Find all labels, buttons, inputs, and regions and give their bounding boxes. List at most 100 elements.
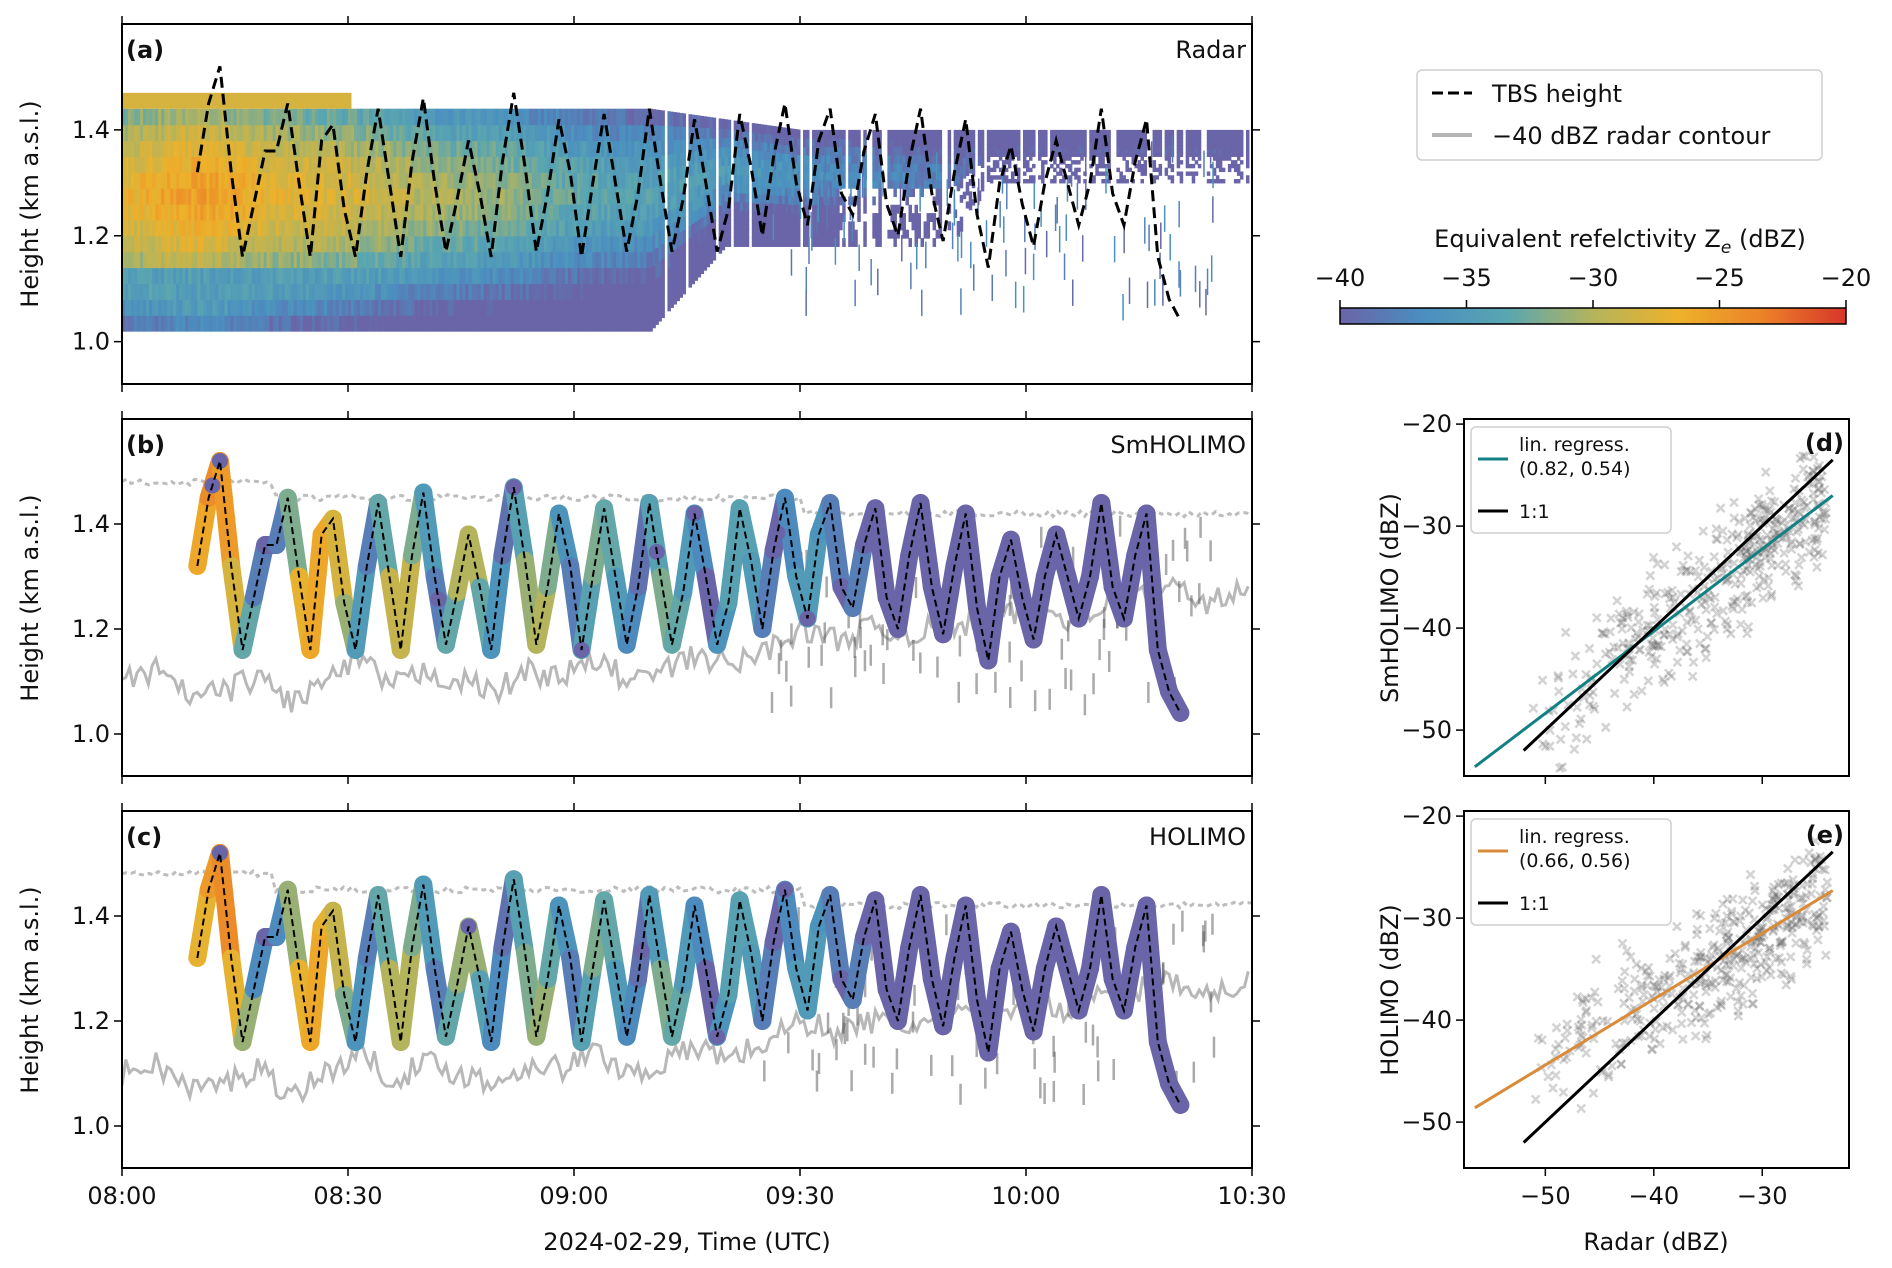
reflectivity-cell bbox=[812, 154, 816, 164]
reflectivity-cell bbox=[528, 235, 533, 253]
reflectivity-cell bbox=[185, 235, 189, 253]
contour-speckle bbox=[863, 976, 867, 998]
reflectivity-cell bbox=[122, 140, 126, 157]
reflectivity-cell bbox=[176, 204, 180, 221]
reflectivity-cell bbox=[878, 163, 882, 173]
reflectivity-cell bbox=[465, 299, 470, 316]
reflectivity-cell bbox=[745, 157, 750, 168]
reflectivity-cell bbox=[1013, 133, 1018, 139]
reflectivity-cell bbox=[589, 156, 593, 173]
reflectivity-cell bbox=[140, 124, 144, 142]
reflectivity-cell bbox=[366, 315, 370, 332]
reflectivity-cell bbox=[1140, 179, 1145, 184]
reflectivity-cell bbox=[980, 148, 985, 154]
reflectivity-cell bbox=[302, 140, 307, 157]
reflectivity-cell bbox=[158, 315, 162, 332]
reflectivity-cell bbox=[405, 204, 409, 221]
reflectivity-cell bbox=[793, 196, 798, 206]
reflectivity-cell bbox=[239, 156, 244, 173]
reflectivity-cell bbox=[1209, 145, 1214, 150]
reflectivity-cell bbox=[221, 283, 225, 300]
reflectivity-cell bbox=[1007, 179, 1012, 184]
reflectivity-cell bbox=[293, 267, 298, 285]
reflectivity-cell bbox=[1032, 133, 1036, 139]
reflectivity-cell bbox=[929, 163, 934, 173]
reflectivity-cell bbox=[803, 188, 807, 198]
reflectivity-cell bbox=[366, 188, 370, 205]
reflectivity-cell bbox=[604, 140, 608, 157]
contour-speckle bbox=[1012, 984, 1015, 1006]
contour-speckle bbox=[919, 652, 922, 674]
reflectivity-cell bbox=[1176, 160, 1181, 165]
reflectivity-cell bbox=[830, 138, 834, 148]
reflectivity-cell bbox=[1013, 152, 1018, 157]
reflectivity-cell bbox=[586, 315, 590, 332]
reflectivity-cell bbox=[781, 178, 786, 188]
reflectivity-cell bbox=[546, 219, 551, 237]
reflectivity-cell bbox=[1233, 129, 1238, 135]
reflectivity-cell bbox=[613, 251, 617, 269]
reflectivity-cell bbox=[426, 188, 430, 205]
contour-speckle bbox=[829, 687, 833, 709]
reflectivity-cell bbox=[929, 138, 934, 148]
reflectivity-cell bbox=[209, 315, 213, 332]
reflectivity-cell bbox=[1194, 129, 1199, 135]
reflectivity-cell bbox=[1152, 175, 1157, 180]
reflectivity-cell bbox=[896, 179, 900, 189]
reflectivity-cell bbox=[387, 172, 391, 189]
reflectivity-cell bbox=[574, 235, 578, 253]
reflectivity-cell bbox=[745, 122, 750, 132]
reflectivity-cell bbox=[275, 299, 280, 316]
reflectivity-cell bbox=[254, 172, 259, 189]
reflectivity-cell bbox=[257, 251, 262, 269]
reflectivity-cell bbox=[474, 140, 479, 157]
reflectivity-cell bbox=[176, 188, 180, 205]
reflectivity-cell bbox=[203, 156, 207, 173]
reflectivity-cell bbox=[965, 168, 970, 177]
reflectivity-cell bbox=[631, 124, 635, 142]
reflectivity-cell bbox=[218, 92, 222, 109]
reflectivity-cell bbox=[1134, 145, 1138, 150]
reflectivity-cell bbox=[555, 251, 560, 269]
reflectivity-cell bbox=[426, 204, 430, 221]
reflectivity-cell bbox=[1167, 141, 1172, 146]
reflectivity-cell bbox=[1215, 145, 1220, 150]
reflectivity-cell bbox=[338, 204, 343, 221]
reflectivity-cell bbox=[531, 283, 536, 300]
reflectivity-cell bbox=[649, 204, 653, 221]
reflectivity-cell bbox=[269, 188, 274, 205]
reflectivity-cell bbox=[302, 299, 307, 316]
reflectivity-speckle bbox=[1022, 286, 1025, 313]
reflectivity-cell bbox=[248, 283, 253, 300]
reflectivity-cell bbox=[610, 267, 614, 285]
reflectivity-cell bbox=[640, 299, 644, 316]
reflectivity-cell bbox=[1068, 141, 1072, 146]
reflectivity-cell bbox=[703, 226, 708, 238]
reflectivity-cell bbox=[528, 108, 533, 126]
reflectivity-cell bbox=[1167, 175, 1172, 180]
reflectivity-cell bbox=[194, 92, 198, 109]
reflectivity-cell bbox=[254, 124, 259, 142]
reflectivity-cell bbox=[209, 188, 213, 205]
reflectivity-cell bbox=[311, 156, 316, 173]
reflectivity-cell bbox=[564, 267, 569, 285]
reflectivity-cell bbox=[372, 283, 376, 300]
reflectivity-cell bbox=[567, 172, 572, 189]
reflectivity-cell bbox=[926, 213, 931, 222]
reflectivity-cell bbox=[284, 219, 289, 237]
reflectivity-cell bbox=[812, 221, 816, 231]
reflectivity-cell bbox=[504, 172, 509, 189]
reflectivity-cell bbox=[742, 219, 747, 230]
contour-speckle bbox=[882, 662, 885, 684]
reflectivity-speckle bbox=[1063, 253, 1066, 281]
reflectivity-cell bbox=[414, 299, 418, 316]
reflectivity-cell bbox=[131, 108, 135, 126]
reflectivity-cell bbox=[254, 156, 259, 173]
reflectivity-cell bbox=[1245, 175, 1250, 180]
reflectivity-cell bbox=[803, 229, 807, 239]
reflectivity-cell bbox=[742, 192, 747, 203]
reflectivity-cell bbox=[790, 179, 795, 189]
reflectivity-cell bbox=[658, 290, 662, 307]
reflectivity-cell bbox=[341, 108, 346, 126]
reflectivity-cell bbox=[230, 315, 234, 332]
